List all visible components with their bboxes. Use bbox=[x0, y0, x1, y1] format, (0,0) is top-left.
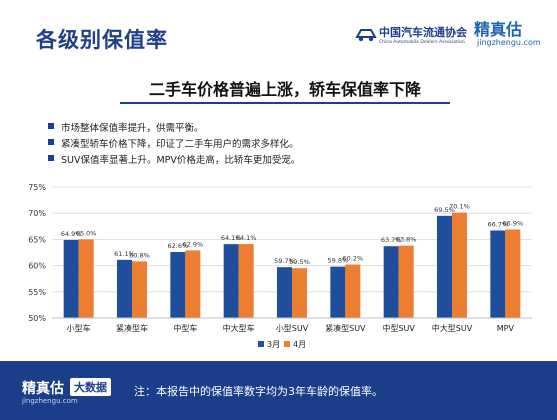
data-label: 60.8% bbox=[129, 251, 150, 259]
association-name-en: China Automobile Dealers Association bbox=[379, 40, 465, 45]
x-tick-label: 小型SUV bbox=[276, 324, 309, 333]
bullet-text: 紧凑型轿车价格下降，印证了二手车用户的需求多样化。 bbox=[61, 139, 299, 150]
page-title: 各级别保值率 bbox=[36, 28, 168, 52]
subtitle: 二手车价格普遍上涨，轿车保值率下降 bbox=[148, 80, 421, 99]
footer-brand-en: jingzhengu.com bbox=[22, 397, 78, 405]
bar-4月 bbox=[505, 229, 521, 318]
y-tick-label: 60% bbox=[28, 262, 46, 271]
x-tick-label: 小型车 bbox=[67, 323, 91, 333]
bar-3月 bbox=[117, 259, 132, 318]
x-tick-label: MPV bbox=[497, 324, 515, 333]
bar-3月 bbox=[330, 266, 346, 318]
y-tick-label: 75% bbox=[28, 183, 46, 192]
data-label: 63.7% bbox=[381, 236, 402, 244]
data-label: 64.9% bbox=[61, 230, 82, 238]
bar-3月 bbox=[170, 251, 186, 318]
brand-name-en: jingzhengu.com bbox=[477, 38, 541, 47]
brand-name-cn: 精真估 bbox=[474, 20, 523, 39]
bar-3月 bbox=[490, 230, 506, 318]
bar-4月 bbox=[78, 239, 94, 318]
data-label: 64.1% bbox=[236, 234, 257, 242]
data-label: 60.2% bbox=[343, 255, 364, 263]
y-tick-label: 50% bbox=[28, 314, 46, 323]
brand-logo: 精真估 jingzhengu.com bbox=[474, 16, 544, 52]
bullet-square-icon bbox=[48, 139, 54, 145]
x-tick-label: 中大型车 bbox=[223, 323, 255, 333]
data-label: 62.9% bbox=[183, 240, 204, 248]
data-label: 63.8% bbox=[396, 236, 417, 244]
bar-3月 bbox=[437, 215, 452, 318]
bar-4月 bbox=[185, 250, 201, 318]
bar-4月 bbox=[452, 212, 467, 318]
legend-swatch bbox=[284, 341, 290, 347]
footer: 精真估 大数据 jingzhengu.com 注：本报告中的保值率数字均为3年车… bbox=[0, 361, 557, 420]
footer-tag: 大数据 bbox=[70, 378, 111, 396]
bar-4月 bbox=[132, 261, 147, 318]
car-emblem-icon bbox=[355, 29, 377, 42]
header: 各级别保值率 中国汽车流通协会 China Automobile Dealers… bbox=[0, 0, 557, 60]
bullet-square-icon bbox=[48, 123, 54, 129]
bullet-square-icon bbox=[48, 155, 54, 161]
bullet-text: SUV保值率显著上升。MPV价格走高，比轿车更加受宠。 bbox=[61, 155, 301, 166]
bar-4月 bbox=[238, 244, 254, 318]
data-label: 65.0% bbox=[76, 229, 97, 237]
y-tick-label: 55% bbox=[28, 288, 46, 297]
legend-label: 3月 bbox=[267, 340, 280, 349]
bar-chart: 50% 55% 60% 65% 70% 75% 64.9%65.0% 小型车 61.1%60.8… bbox=[28, 183, 532, 349]
legend-swatch bbox=[258, 341, 264, 347]
x-tick-label: 中型车 bbox=[173, 323, 197, 333]
x-tick-label: 紧凑型车 bbox=[116, 323, 148, 333]
bar-3月 bbox=[277, 267, 292, 318]
x-tick-label: 中大型SUV bbox=[432, 323, 473, 333]
y-tick-label: 70% bbox=[28, 209, 46, 218]
x-tick-label: 中型SUV bbox=[382, 323, 415, 333]
y-tick-label: 65% bbox=[28, 235, 46, 244]
data-label: 66.7% bbox=[488, 220, 509, 228]
bar-4月 bbox=[345, 264, 361, 318]
bar-3月 bbox=[223, 244, 239, 318]
data-label: 59.8% bbox=[328, 257, 349, 265]
bullet-text: 市场整体保值率提升，供需平衡。 bbox=[61, 123, 204, 134]
data-label: 62.6% bbox=[168, 242, 189, 250]
bar-3月 bbox=[63, 239, 79, 318]
association-logo: 中国汽车流通协会 China Automobile Dealers Associ… bbox=[355, 20, 467, 52]
data-label: 69.5% bbox=[434, 206, 455, 214]
bar-3月 bbox=[383, 246, 399, 318]
footer-note: 注：本报告中的保值率数字均为3年车龄的保值率。 bbox=[134, 385, 383, 398]
data-label: 64.1% bbox=[221, 234, 242, 242]
subtitle-block: 二手车价格普遍上涨，轿车保值率下降 bbox=[120, 74, 450, 104]
footer-brand: 精真估 bbox=[22, 381, 64, 397]
data-label: 70.1% bbox=[449, 203, 470, 211]
bar-4月 bbox=[398, 245, 414, 318]
data-label: 59.7% bbox=[274, 257, 295, 265]
data-label: 66.9% bbox=[503, 219, 524, 227]
legend-label: 4月 bbox=[293, 340, 306, 349]
bar-4月 bbox=[292, 268, 307, 318]
data-label: 59.5% bbox=[289, 258, 310, 266]
data-label: 61.1% bbox=[114, 250, 135, 258]
x-tick-label: 紧凑型SUV bbox=[325, 323, 366, 333]
association-name-cn: 中国汽车流通协会 bbox=[379, 26, 467, 39]
